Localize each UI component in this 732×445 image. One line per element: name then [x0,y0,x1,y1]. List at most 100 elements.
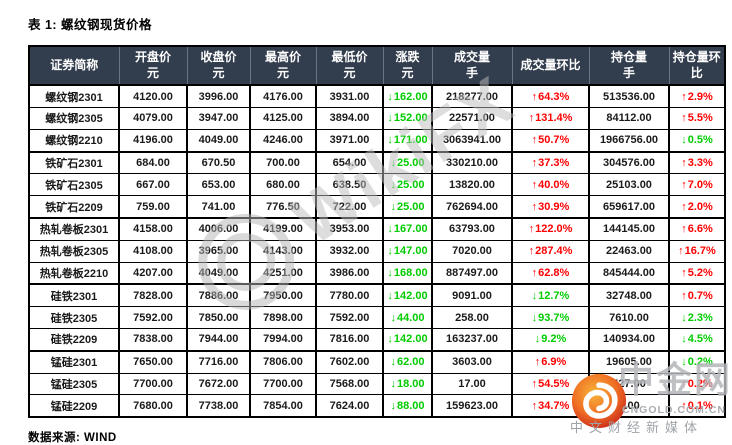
oi-mom-cell: ↑5.5% [668,106,726,130]
high-price-cell: 7806.00 [249,349,317,374]
column-label: 收盘价 [200,50,237,64]
volume-mom-cell: ↑62.8% [511,261,590,285]
close-price-cell: 4049.00 [186,261,251,285]
close-price-cell: 3996.00 [186,84,251,108]
cell-value: 162.00 [393,90,428,103]
close-price-cell: 4049.00 [186,128,251,153]
up-arrow-icon: ↑ [681,266,687,279]
low-price-cell: 638.50 [315,173,384,197]
column-header: 最低价元 [315,46,384,87]
low-price-cell: 3931.00 [315,84,384,108]
down-arrow-icon: ↓ [390,356,396,369]
volume-mom-cell: ↑54.5% [511,372,590,396]
cell-value: 147.00 [393,245,428,258]
open-interest-cell: 845444.00 [588,261,670,285]
cell-value: 4.5% [687,333,713,346]
open-interest-cell: 659617.00 [588,195,670,219]
volume-cell: 7020.00 [431,239,513,263]
close-price-cell: 7672.00 [186,372,251,396]
down-arrow-icon: ↓ [387,245,393,258]
cell-value: 18.00 [396,377,425,390]
change-cell: ↓152.00 [382,106,433,130]
volume-mom-cell: ↑64.3% [511,84,590,108]
down-arrow-icon: ↓ [534,333,541,346]
volume-cell: 330210.00 [431,150,513,175]
cell-value: 5.2% [687,266,713,279]
low-price-cell: 7592.00 [315,306,384,329]
column-label: 成交量环比 [520,57,581,72]
oi-mom-cell: ↑5.2% [668,261,726,285]
cell-value: 50.7% [538,134,570,147]
cell-value: 16.7% [684,245,716,258]
open-price-cell: 7838.00 [118,327,188,352]
column-unit: 元 [212,65,225,80]
volume-cell: 163237.00 [431,327,513,352]
cell-value: 12.7% [538,289,570,302]
table-row: 硅铁2209 7838.00 7944.00 7994.00 7816.00 ↓142.0… [28,327,726,352]
oi-mom-cell: ↓0.2% [668,349,726,374]
open-interest-cell: 22463.00 [588,239,670,263]
table-row: 铁矿石2209 759.00 741.00 776.50 722.00 ↓25.00 762… [28,195,726,219]
down-arrow-icon: ↓ [387,333,393,346]
change-cell: ↓142.00 [382,327,433,352]
low-price-cell: 3932.00 [315,239,384,263]
open-price-cell: 759.00 [118,195,188,219]
oi-mom-cell: ↑16.7% [668,239,726,263]
change-cell: ↓25.00 [382,195,433,219]
low-price-cell: 722.00 [315,195,384,219]
cell-value: 131.4% [535,112,573,125]
volume-cell: 159623.00 [431,394,513,418]
open-price-cell: 667.00 [118,173,188,197]
up-arrow-icon: ↑ [531,399,538,412]
low-price-cell: 7780.00 [315,283,384,308]
volume-cell: 63793.00 [431,216,513,241]
open-price-cell: 4120.00 [118,84,188,108]
open-interest-cell: 144145.00 [588,216,670,241]
cell-value: 44.00 [396,311,425,324]
low-price-cell: 7602.00 [315,349,384,374]
volume-mom-cell: ↑30.9% [511,195,590,219]
cell-value: 287.4% [535,245,573,258]
column-header: 成交量环比 [511,46,590,87]
cell-value: 122.0% [535,223,573,236]
column-header: 持仓量手 [588,46,670,87]
open-interest-cell: 304576.00 [588,150,670,175]
column-header: 收盘价元 [186,46,251,87]
volume-cell: 3603.00 [431,349,513,374]
down-arrow-icon: ↓ [390,311,396,324]
open-price-cell: 4207.00 [118,261,188,285]
column-header: 持仓量环比 [668,46,726,87]
up-arrow-icon: ↑ [534,356,541,369]
table-row: 螺纹钢2210 4196.00 4049.00 4246.00 3971.00 ↓171.… [28,128,726,153]
security-name-cell: 热轧卷板2305 [28,239,120,263]
cell-value: 5.5% [687,112,713,125]
security-name-cell: 铁矿石2209 [28,195,120,219]
high-price-cell: 7898.00 [249,306,317,329]
up-arrow-icon: ↑ [531,200,538,213]
column-label: 成交量 [453,50,490,64]
security-name-cell: 硅铁2305 [28,306,120,329]
oi-mom-cell: ↑2.0% [668,195,726,219]
change-cell: ↓147.00 [382,239,433,263]
security-name-cell: 螺纹钢2305 [28,106,120,130]
high-price-cell: 4246.00 [249,128,317,153]
down-arrow-icon: ↓ [387,266,393,279]
down-arrow-icon: ↓ [387,289,393,302]
down-arrow-icon: ↓ [531,289,538,302]
cell-value: 30.9% [538,200,570,213]
up-arrow-icon: ↑ [531,156,538,169]
cell-value: 62.00 [396,356,425,369]
oi-mom-cell: ↑7.0% [668,173,726,197]
up-arrow-icon: ↑ [681,399,687,412]
close-price-cell: 7738.00 [186,394,251,418]
oi-mom-cell: ↑0.1% [668,394,726,418]
column-header: 证券简称 [28,46,120,87]
table-title: 表 1: 螺纹钢现货价格 [28,18,153,32]
up-arrow-icon: ↑ [681,178,687,191]
volume-cell: 13820.00 [431,173,513,197]
cell-value: 2.9% [687,90,713,103]
futures-price-table: 证券简称 开盘价元收盘价元最高价元最低价元涨跌元成交量手成交量环比 持仓量手持仓量环… [28,45,726,419]
open-price-cell: 7680.00 [118,394,188,418]
high-price-cell: 4199.00 [249,216,317,241]
